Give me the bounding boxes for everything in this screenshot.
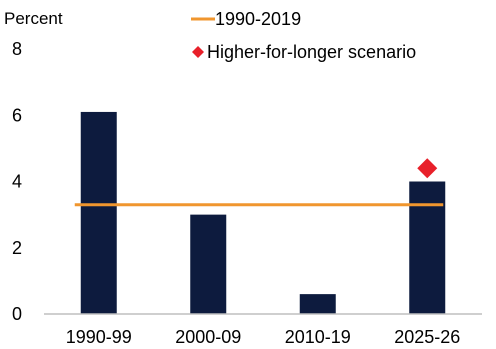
bar [190,214,227,314]
y-tick-label: 2 [12,238,22,258]
legend: 1990-2019 Higher-for-longer scenario [191,9,416,62]
bars [80,111,446,314]
y-tick-label: 0 [12,304,22,324]
x-tick-label: 1990-99 [66,327,132,347]
bar [299,294,336,314]
legend-label-reference: 1990-2019 [215,9,301,29]
y-tick-label: 4 [12,172,22,192]
bar [409,181,446,314]
x-tick-label: 2010-19 [285,327,351,347]
y-axis-ticks: 0 2 4 6 8 [12,39,22,324]
y-axis-unit-label: Percent [4,9,63,28]
x-axis-ticks: 1990-99 2000-09 2010-19 2025-26 [66,327,461,347]
bar [80,111,117,314]
legend-diamond-swatch [192,46,204,58]
scenario-diamond-marker [417,158,438,179]
legend-label-scenario: Higher-for-longer scenario [207,42,416,62]
y-tick-label: 8 [12,39,22,59]
x-tick-label: 2000-09 [175,327,241,347]
x-tick-label: 2025-26 [394,327,460,347]
y-tick-label: 6 [12,105,22,125]
